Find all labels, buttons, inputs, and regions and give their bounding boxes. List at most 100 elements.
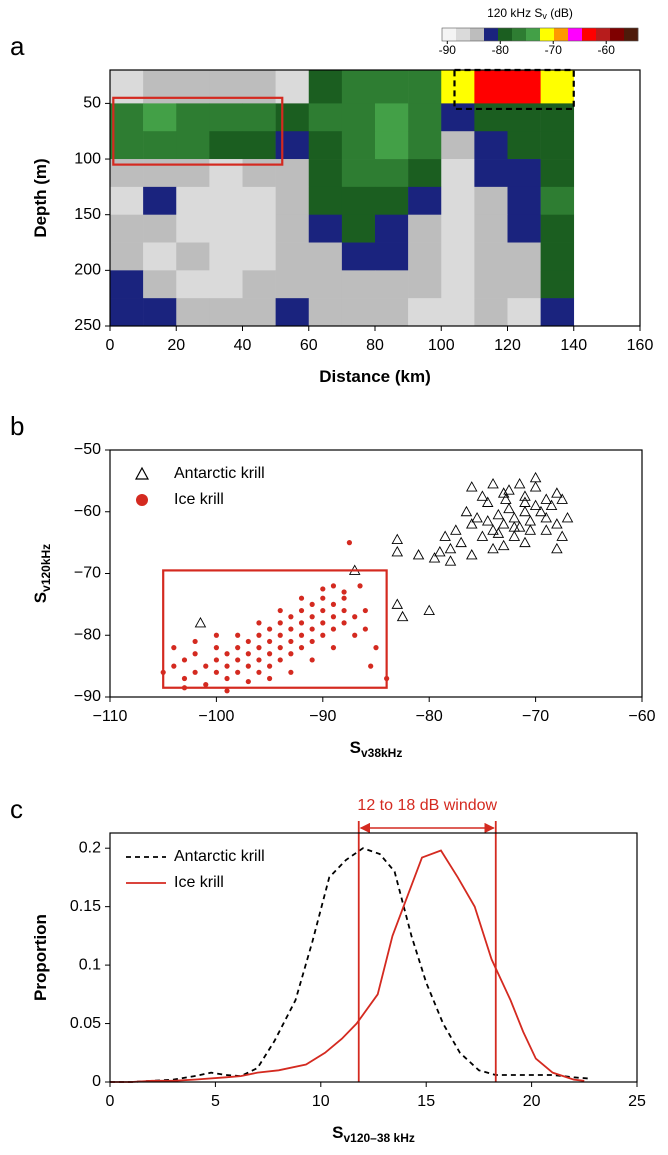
heatmap-cell	[375, 103, 409, 132]
y-tick-label: 200	[74, 262, 101, 279]
heatmap-cell	[176, 214, 210, 243]
heatmap-cell	[176, 242, 210, 271]
heatmap-cell	[441, 298, 475, 327]
heatmap-cell	[308, 242, 343, 271]
data-point	[267, 663, 273, 669]
heatmap-cell	[308, 131, 343, 160]
x-tick-label: −70	[522, 708, 549, 725]
data-point	[256, 657, 262, 663]
data-point	[529, 499, 542, 511]
colorbar-tick-label: -80	[492, 43, 510, 57]
heatmap-cell	[375, 70, 409, 104]
data-point	[277, 607, 283, 614]
data-point	[481, 496, 494, 507]
heatmap-cell	[375, 298, 409, 327]
heatmap-cell	[408, 159, 442, 188]
data-point	[213, 645, 219, 651]
y-axis-label: Depth (m)	[31, 158, 50, 237]
data-point	[235, 669, 241, 675]
x-tick-label: 0	[106, 337, 115, 354]
colorbar-label-unit: (dB)	[547, 6, 573, 20]
heatmap-cell	[441, 242, 475, 271]
heatmap-cell	[341, 214, 376, 243]
data-point	[288, 651, 294, 657]
heatmap-cell	[441, 186, 475, 215]
data-point	[181, 657, 188, 663]
heatmap-cell	[408, 242, 442, 271]
data-point	[368, 663, 374, 669]
data-point	[551, 518, 563, 529]
heatmap-cell	[341, 70, 376, 104]
data-point	[192, 651, 198, 657]
data-point	[309, 638, 315, 645]
data-point	[529, 471, 542, 483]
data-point	[267, 626, 273, 632]
heatmap-cell	[110, 159, 144, 188]
heatmap-cell	[408, 214, 442, 243]
heatmap-cell	[408, 270, 442, 299]
heatmap-cell	[507, 159, 541, 188]
heatmap-cell	[308, 70, 343, 104]
x-axis-label-sub: v38kHz	[361, 746, 402, 760]
y-tick-label: −50	[74, 441, 101, 458]
data-point	[309, 626, 315, 632]
heatmap-cell	[507, 70, 541, 104]
y-tick-label: 150	[74, 206, 101, 223]
data-point	[213, 657, 219, 663]
colorbar-swatch	[470, 28, 485, 41]
data-point	[203, 663, 209, 669]
heatmap-cell	[143, 242, 177, 271]
data-point	[508, 521, 521, 532]
heatmap-cell	[242, 214, 276, 243]
x-axis-label-sub: v120–38 kHz	[343, 1131, 414, 1145]
heatmap-cell	[143, 103, 177, 132]
heatmap-cell	[242, 242, 276, 271]
colorbar-swatch	[540, 28, 555, 41]
heatmap-cell	[275, 103, 310, 132]
data-point	[224, 675, 230, 682]
x-tick-label: −80	[416, 708, 443, 725]
heatmap-cell	[341, 298, 376, 327]
heatmap-cell	[375, 270, 409, 299]
heatmap-cell	[275, 186, 310, 215]
data-point	[524, 524, 537, 535]
x-tick-label: 20	[523, 1093, 541, 1110]
colorbar-label-main: 120 kHz S	[487, 6, 542, 20]
data-point	[203, 682, 209, 688]
heatmap-cell	[408, 103, 442, 132]
data-point	[444, 542, 457, 554]
heatmap-cell	[110, 186, 144, 215]
data-line	[110, 847, 589, 1083]
heatmap-cell	[110, 242, 144, 271]
heatmap-cell	[242, 131, 276, 160]
heatmap-cell	[176, 159, 210, 188]
heatmap-cell	[540, 270, 575, 299]
colorbar-label: 120 kHz Sv (dB)	[487, 6, 573, 21]
heatmap-cell	[242, 298, 276, 327]
data-point	[556, 530, 568, 541]
colorbar-tick-label: -90	[439, 43, 457, 57]
data-point	[267, 638, 273, 645]
colorbar-swatch	[624, 28, 639, 41]
data-point	[320, 607, 326, 614]
y-tick-label: −60	[74, 503, 101, 520]
data-point	[519, 496, 531, 507]
data-point	[213, 632, 219, 638]
data-point	[465, 518, 478, 529]
y-tick-label: 100	[74, 150, 101, 167]
heatmap-cell	[540, 70, 575, 104]
heatmap-cell	[507, 186, 541, 215]
data-point	[224, 663, 230, 669]
data-point	[245, 651, 251, 657]
x-tick-label: 40	[234, 337, 252, 354]
heatmap-cell	[540, 159, 575, 188]
heatmap-cell	[209, 159, 243, 188]
data-point	[235, 645, 241, 651]
colorbar-swatch	[554, 28, 569, 41]
heatmap-cell	[474, 270, 508, 299]
data-point	[288, 614, 294, 620]
plot-background	[110, 833, 637, 1082]
heatmap-cell	[375, 159, 409, 188]
x-tick-label: 25	[628, 1093, 646, 1110]
y-tick-label: 250	[74, 317, 101, 334]
